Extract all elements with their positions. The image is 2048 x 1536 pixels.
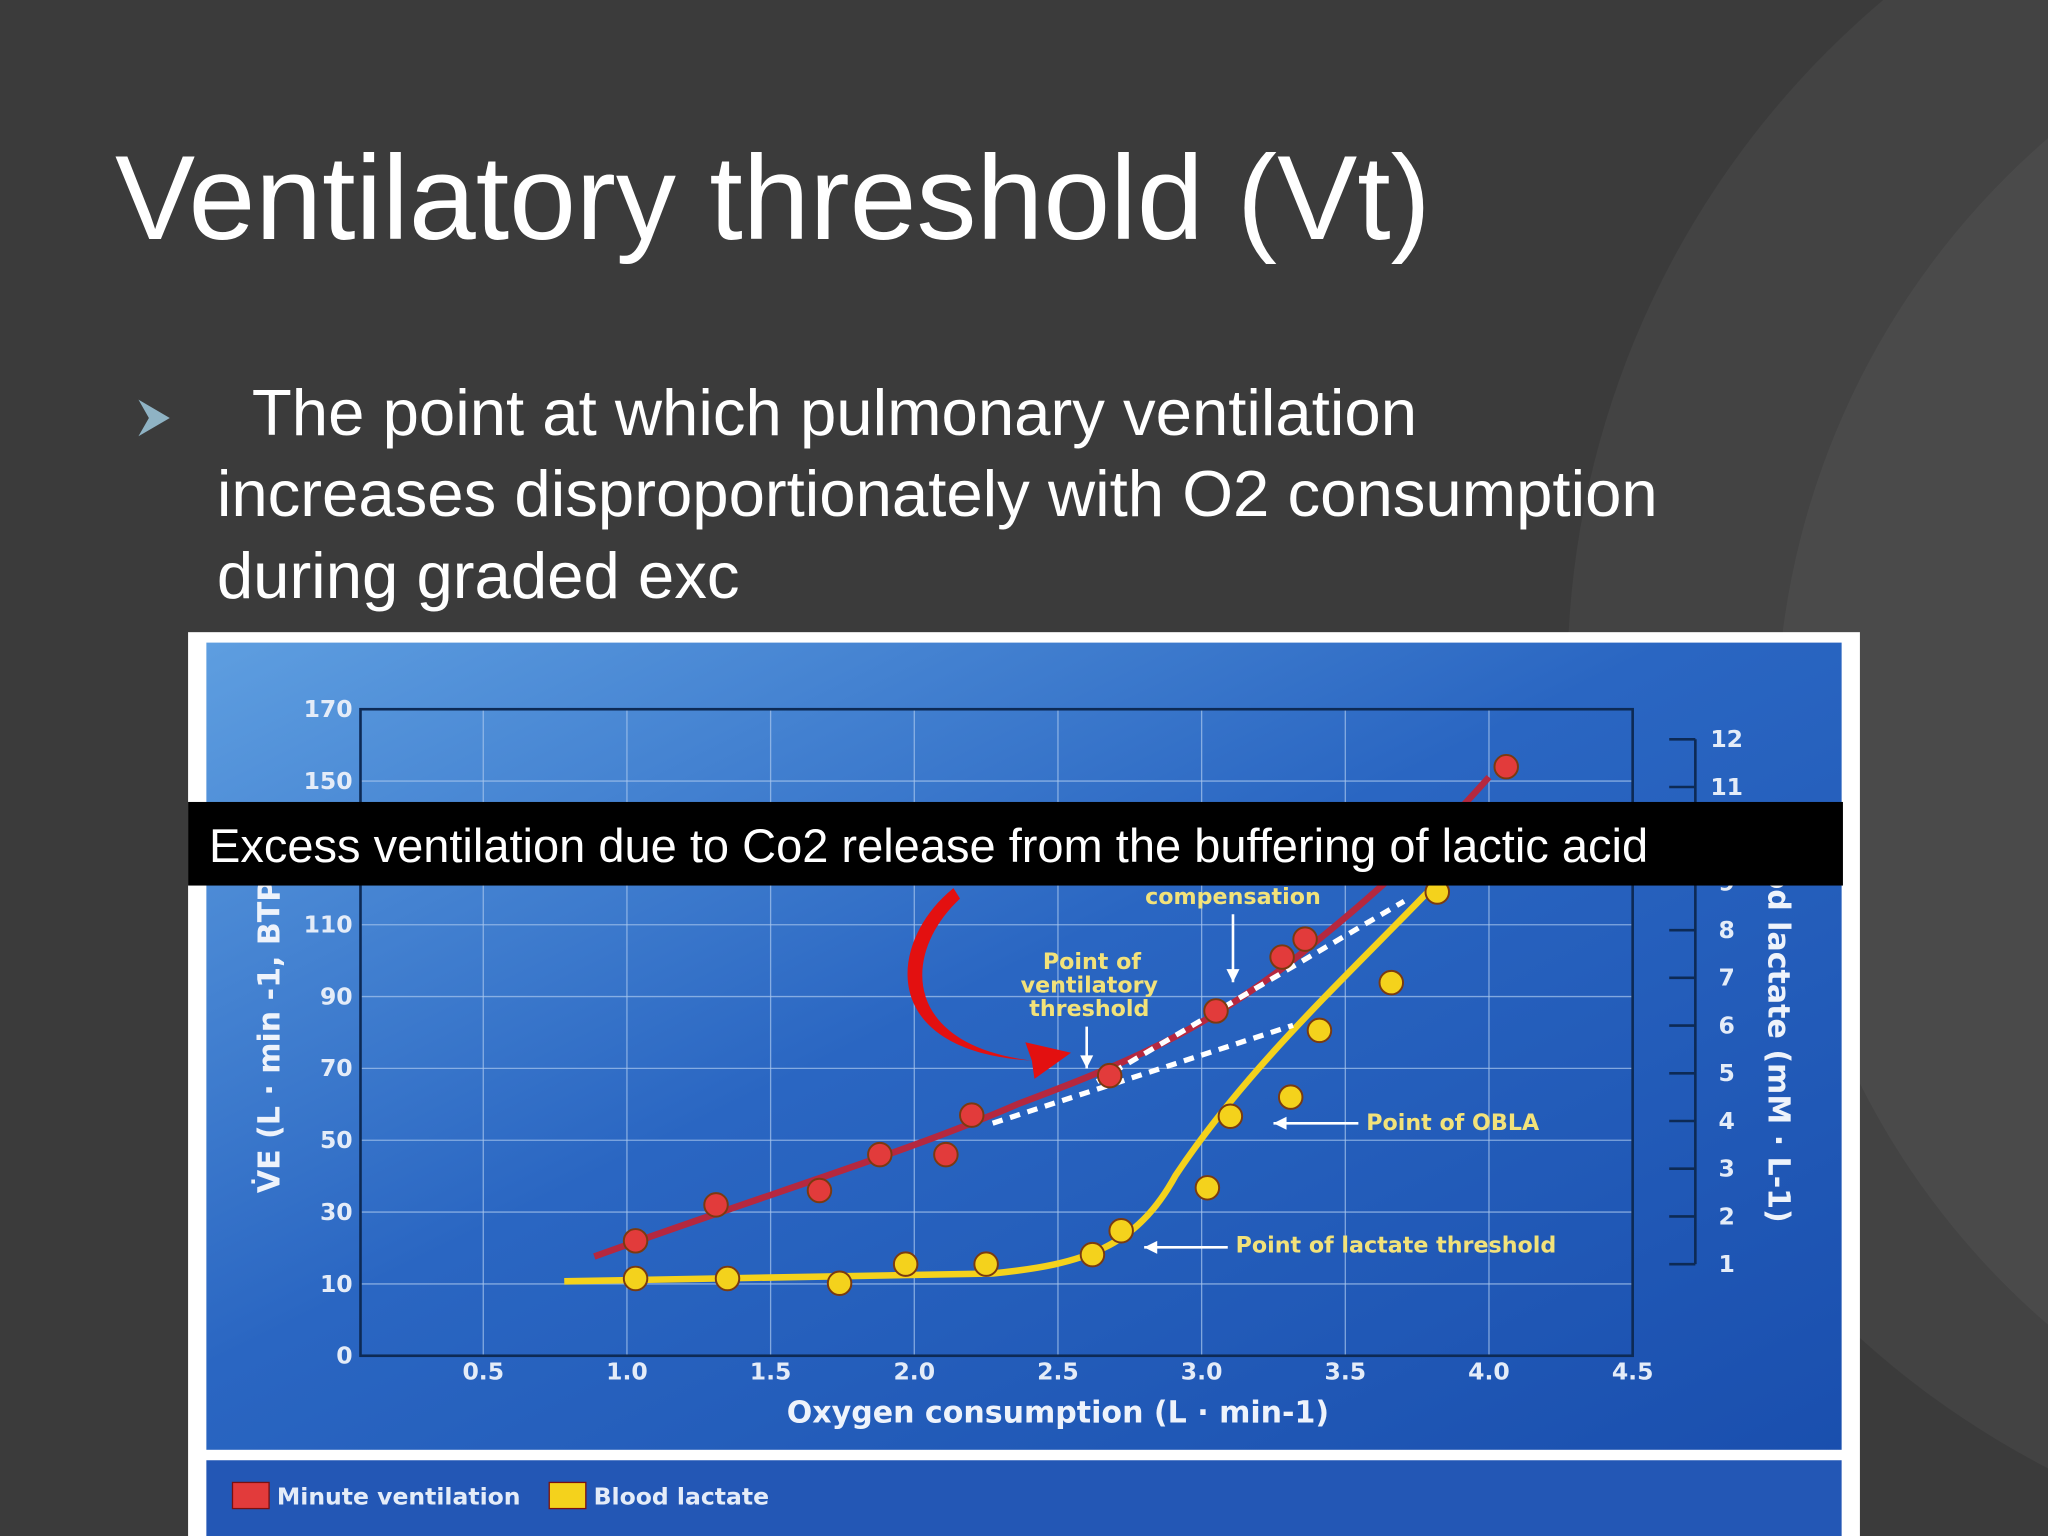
data-point: [1277, 1084, 1304, 1110]
chart-panel: [206, 642, 1842, 1450]
trend-curve: [564, 853, 1466, 1285]
data-point: [973, 1251, 999, 1277]
y2-tick-label: 2: [1719, 1202, 1735, 1230]
data-point: [1292, 926, 1318, 952]
data-point: [1378, 969, 1405, 996]
slide-title: Ventilatory threshold (Vt): [115, 131, 1431, 265]
x-tick-label: 4.0: [1468, 1357, 1510, 1385]
x-tick-label: 1.5: [750, 1357, 792, 1385]
legend-swatch: [548, 1481, 587, 1510]
annotation: ventilatory: [1021, 973, 1159, 999]
data-point: [1194, 1175, 1221, 1201]
annotation-arrowhead: [1273, 1116, 1287, 1130]
data-point: [959, 1102, 985, 1128]
data-point: [622, 1265, 649, 1292]
data-point: [703, 1192, 729, 1218]
annotation-arrowhead: [1080, 1055, 1094, 1069]
annotation: Point of: [1043, 949, 1141, 975]
x-tick-label: 2.0: [893, 1357, 935, 1385]
data-point: [1079, 1241, 1106, 1268]
data-point: [622, 1228, 649, 1254]
y-tick-label: 170: [304, 695, 353, 723]
y-tick-label: 70: [320, 1054, 353, 1082]
data-point: [806, 1177, 833, 1204]
y2-tick-label: 1: [1719, 1250, 1735, 1278]
x-tick-label: 1.0: [606, 1357, 648, 1385]
y-axis-title: V̇E (L · min -1, BTPS): [252, 844, 287, 1193]
y2-tick-label: 11: [1710, 773, 1743, 801]
y-tick-label: 150: [304, 767, 353, 795]
threshold-line: [1095, 898, 1406, 1084]
bullet-text: increases disproportionately with O2 con…: [217, 457, 1658, 530]
annotation: Point of lactate threshold: [1236, 1233, 1557, 1259]
y2-tick-label: 12: [1710, 725, 1743, 753]
data-point: [714, 1265, 741, 1292]
red-arrow: [907, 888, 1072, 1079]
y-tick-label: 50: [320, 1126, 353, 1154]
y-tick-label: 90: [320, 982, 353, 1010]
y2-tick-label: 7: [1719, 964, 1735, 992]
data-point: [892, 1251, 919, 1277]
banner-text: Excess ventilation due to Co2 release fr…: [209, 819, 1648, 872]
bullet-text: The point at which pulmonary ventilation: [217, 376, 1417, 449]
x-tick-label: 2.5: [1037, 1357, 1079, 1385]
bullet-text: during graded exc: [217, 539, 740, 612]
legend-label: Blood lactate: [594, 1483, 769, 1511]
plot-frame: [359, 707, 1634, 1358]
data-point: [1096, 1062, 1123, 1089]
threshold-line: [991, 1022, 1294, 1126]
data-point: [1269, 944, 1295, 970]
origin-label: 0: [336, 1342, 352, 1370]
annotation-arrowhead: [1226, 969, 1240, 983]
x-tick-label: 0.5: [462, 1357, 504, 1385]
y-tick-label: 10: [320, 1270, 353, 1298]
data-point: [1493, 753, 1519, 780]
banner: [188, 801, 1843, 886]
data-point: [933, 1141, 959, 1168]
y-tick-label: 110: [304, 911, 353, 939]
data-point: [1108, 1218, 1134, 1244]
x-tick-label: 4.5: [1612, 1357, 1654, 1385]
y2-tick-label: 3: [1719, 1155, 1735, 1183]
legend-label: Minute ventilation: [277, 1483, 521, 1511]
data-point: [1203, 998, 1229, 1024]
y2-tick-label: 6: [1719, 1011, 1735, 1039]
y2-tick-label: 8: [1719, 916, 1735, 944]
y-tick-label: 30: [320, 1198, 353, 1226]
data-point: [867, 1141, 893, 1168]
legend-panel: [206, 1460, 1842, 1536]
x-tick-label: 3.0: [1181, 1357, 1223, 1385]
x-tick-label: 3.5: [1324, 1357, 1366, 1385]
bullet-icon: [138, 399, 170, 437]
data-point: [826, 1270, 853, 1296]
annotation: threshold: [1029, 996, 1149, 1022]
annotation: Point of OBLA: [1366, 1110, 1540, 1136]
data-point: [1306, 1017, 1333, 1044]
annotation-arrowhead: [1144, 1240, 1158, 1254]
y2-tick-label: 4: [1719, 1107, 1735, 1135]
annotation: compensation: [1145, 884, 1321, 910]
x-axis-title: Oxygen consumption (L · min-1): [787, 1395, 1329, 1430]
legend-swatch: [231, 1481, 270, 1510]
data-point: [1217, 1103, 1244, 1129]
y2-tick-label: 5: [1719, 1059, 1735, 1087]
